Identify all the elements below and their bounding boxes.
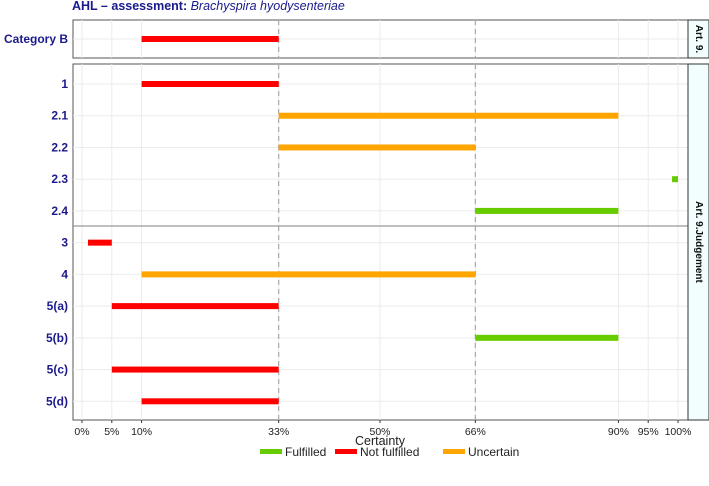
- x-tick-label: 10%: [131, 426, 152, 438]
- category-label: 1: [61, 77, 68, 91]
- x-tick-label: 50%: [369, 426, 390, 438]
- bar-4: [141, 271, 476, 278]
- legend-label: Fulfilled: [285, 445, 326, 459]
- legend-label: Not fulfilled: [360, 445, 419, 459]
- chart-title-species: Brachyspira hyodysenteriae: [191, 0, 345, 13]
- category-label: Category B: [4, 32, 68, 46]
- facet-strip: [687, 63, 709, 421]
- category-label: 3: [61, 236, 68, 250]
- category-label: 4: [61, 267, 68, 281]
- bar-5(b): [475, 334, 619, 341]
- x-tick-label: 5%: [104, 426, 119, 438]
- category-label: 2.4: [51, 204, 68, 218]
- bar-2.3: [672, 176, 678, 183]
- panel-1: 1 2.1 2.2 2.3 2.4 3 4 5(a) 5(b) 5(c) 5(d) Art. 9.Ju…: [46, 63, 709, 421]
- chart-panels: Category B Art. 9. 1 2.1 2.2 2.3 2.4 3 4 5(a) 5(b)…: [4, 19, 709, 421]
- legend-swatch: [443, 449, 465, 454]
- facet-strip-label: Art. 9.: [693, 25, 704, 54]
- legend-label: Uncertain: [468, 445, 519, 459]
- panel-0: Category B Art. 9.: [4, 19, 709, 59]
- bar-Category B: [141, 36, 279, 42]
- x-tick-label: 90%: [608, 426, 629, 438]
- legend-swatch: [260, 449, 282, 454]
- facet-strip-label: Art. 9.Judgement: [693, 201, 704, 283]
- category-label: 2.3: [51, 172, 68, 186]
- category-label: 2.1: [51, 109, 68, 123]
- chart-title: AHL – assessment: Brachyspira hyodysente…: [72, 0, 345, 13]
- x-tick-label: 33%: [268, 426, 289, 438]
- chart-title-prefix: AHL – assessment:: [72, 0, 191, 13]
- legend-swatch: [335, 449, 357, 454]
- bar-1: [141, 81, 279, 87]
- x-tick-label: 66%: [465, 426, 486, 438]
- bar-5(a): [111, 303, 279, 310]
- x-tick-label: 0%: [74, 426, 89, 438]
- category-label: 2.2: [51, 140, 68, 154]
- x-axis-ticks: 0% 5% 10% 33% 50% 66% 90% 95% 100%: [74, 420, 691, 438]
- category-label: 5(b): [46, 331, 68, 345]
- category-label: 5(d): [46, 394, 68, 408]
- bar-3: [87, 239, 112, 246]
- x-axis-title: Certainty: [355, 434, 406, 448]
- facet-strip: [687, 19, 709, 59]
- category-label: 5(a): [47, 299, 68, 313]
- bar-5(d): [141, 398, 279, 405]
- category-label: 5(c): [47, 363, 68, 377]
- legend: Fulfilled Not fulfilled Uncertain: [260, 445, 519, 459]
- bar-2.1: [278, 112, 619, 119]
- bar-5(c): [111, 366, 279, 373]
- bar-2.4: [475, 207, 619, 214]
- x-tick-label: 95%: [638, 426, 659, 438]
- x-tick-label: 100%: [665, 426, 692, 438]
- bar-2.2: [278, 144, 476, 151]
